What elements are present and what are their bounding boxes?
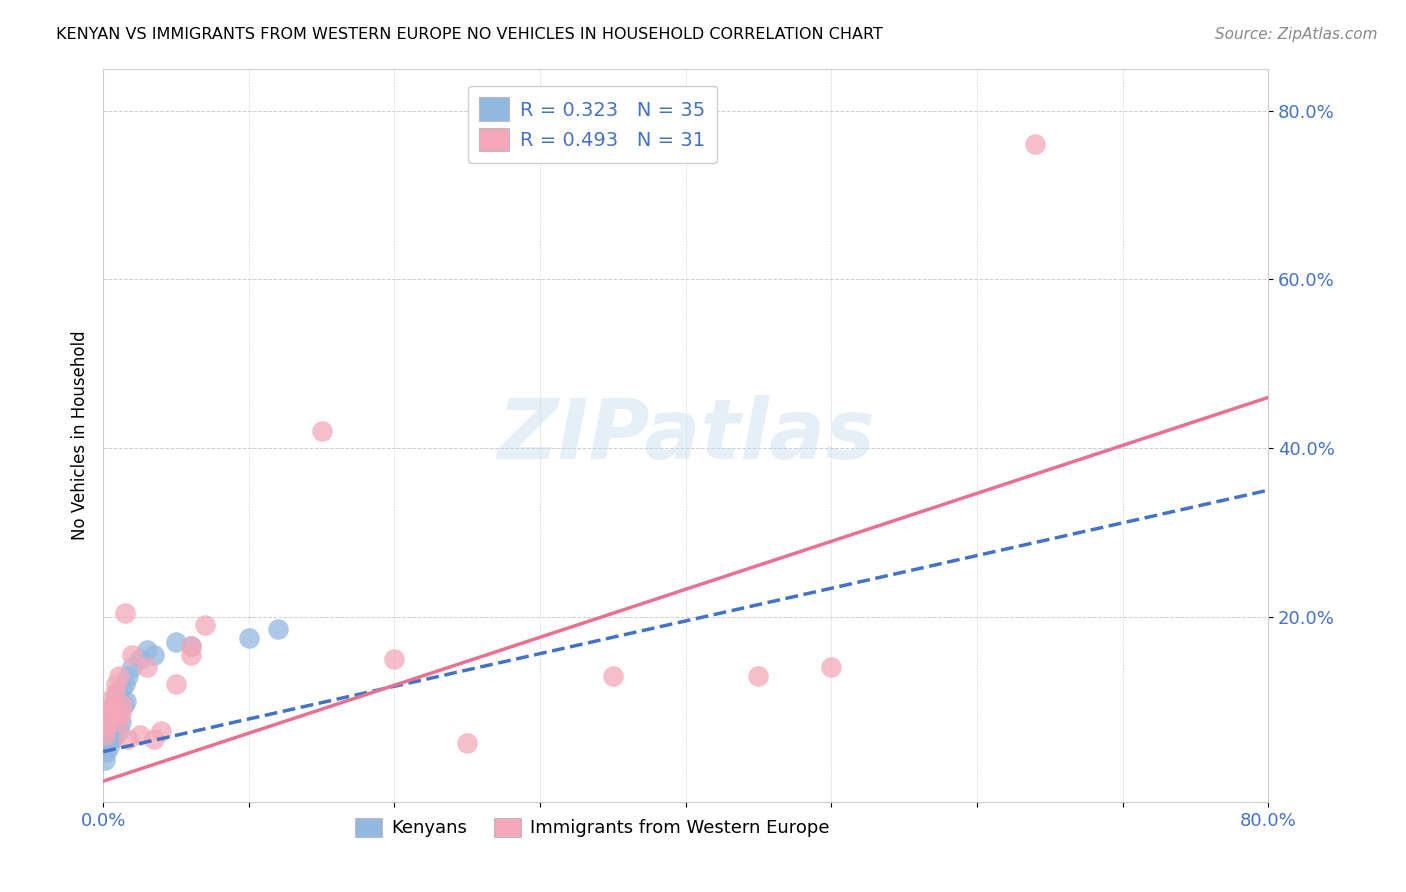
Point xyxy=(107,685,129,699)
Point xyxy=(101,715,124,730)
Point xyxy=(104,694,127,708)
Point xyxy=(103,698,125,713)
Point xyxy=(1024,137,1046,152)
Point xyxy=(93,728,115,742)
Point xyxy=(94,719,117,733)
Point xyxy=(114,606,136,620)
Point xyxy=(128,652,150,666)
Point xyxy=(96,728,118,742)
Text: Source: ZipAtlas.com: Source: ZipAtlas.com xyxy=(1215,27,1378,42)
Point xyxy=(117,669,139,683)
Point xyxy=(100,702,122,716)
Point xyxy=(115,694,138,708)
Point xyxy=(105,677,128,691)
Point xyxy=(104,728,127,742)
Point xyxy=(101,731,124,746)
Point xyxy=(820,660,842,674)
Point xyxy=(96,736,118,750)
Point xyxy=(94,745,117,759)
Point xyxy=(93,753,115,767)
Point xyxy=(105,719,128,733)
Point xyxy=(267,623,290,637)
Point xyxy=(108,702,131,716)
Point xyxy=(747,669,769,683)
Text: KENYAN VS IMMIGRANTS FROM WESTERN EUROPE NO VEHICLES IN HOUSEHOLD CORRELATION CH: KENYAN VS IMMIGRANTS FROM WESTERN EUROPE… xyxy=(56,27,883,42)
Point xyxy=(111,698,134,713)
Point xyxy=(311,424,333,438)
Point xyxy=(104,685,127,699)
Point xyxy=(103,706,125,721)
Point xyxy=(103,698,125,713)
Point xyxy=(238,631,260,645)
Point xyxy=(165,677,187,691)
Point xyxy=(97,694,120,708)
Point xyxy=(96,711,118,725)
Point xyxy=(602,669,624,683)
Point xyxy=(100,711,122,725)
Y-axis label: No Vehicles in Household: No Vehicles in Household xyxy=(72,331,89,541)
Point xyxy=(110,706,132,721)
Point xyxy=(143,648,166,662)
Point xyxy=(117,731,139,746)
Point xyxy=(110,715,132,730)
Text: ZIPatlas: ZIPatlas xyxy=(496,395,875,476)
Point xyxy=(108,723,131,738)
Point xyxy=(165,635,187,649)
Point xyxy=(179,639,201,653)
Point xyxy=(128,728,150,742)
Point xyxy=(114,677,136,691)
Point xyxy=(111,681,134,696)
Legend: Kenyans, Immigrants from Western Europe: Kenyans, Immigrants from Western Europe xyxy=(347,811,837,845)
Point xyxy=(121,660,143,674)
Point xyxy=(194,618,217,632)
Point xyxy=(135,660,157,674)
Point xyxy=(143,731,166,746)
Point xyxy=(100,706,122,721)
Point xyxy=(384,652,406,666)
Point xyxy=(150,723,173,738)
Point xyxy=(107,711,129,725)
Point xyxy=(179,648,201,662)
Point xyxy=(105,690,128,704)
Point xyxy=(100,719,122,733)
Point xyxy=(107,715,129,730)
Point xyxy=(121,648,143,662)
Point xyxy=(112,698,135,713)
Point xyxy=(97,723,120,738)
Point xyxy=(97,740,120,755)
Point xyxy=(456,736,478,750)
Point xyxy=(135,643,157,657)
Point xyxy=(108,669,131,683)
Point xyxy=(179,639,201,653)
Point xyxy=(101,702,124,716)
